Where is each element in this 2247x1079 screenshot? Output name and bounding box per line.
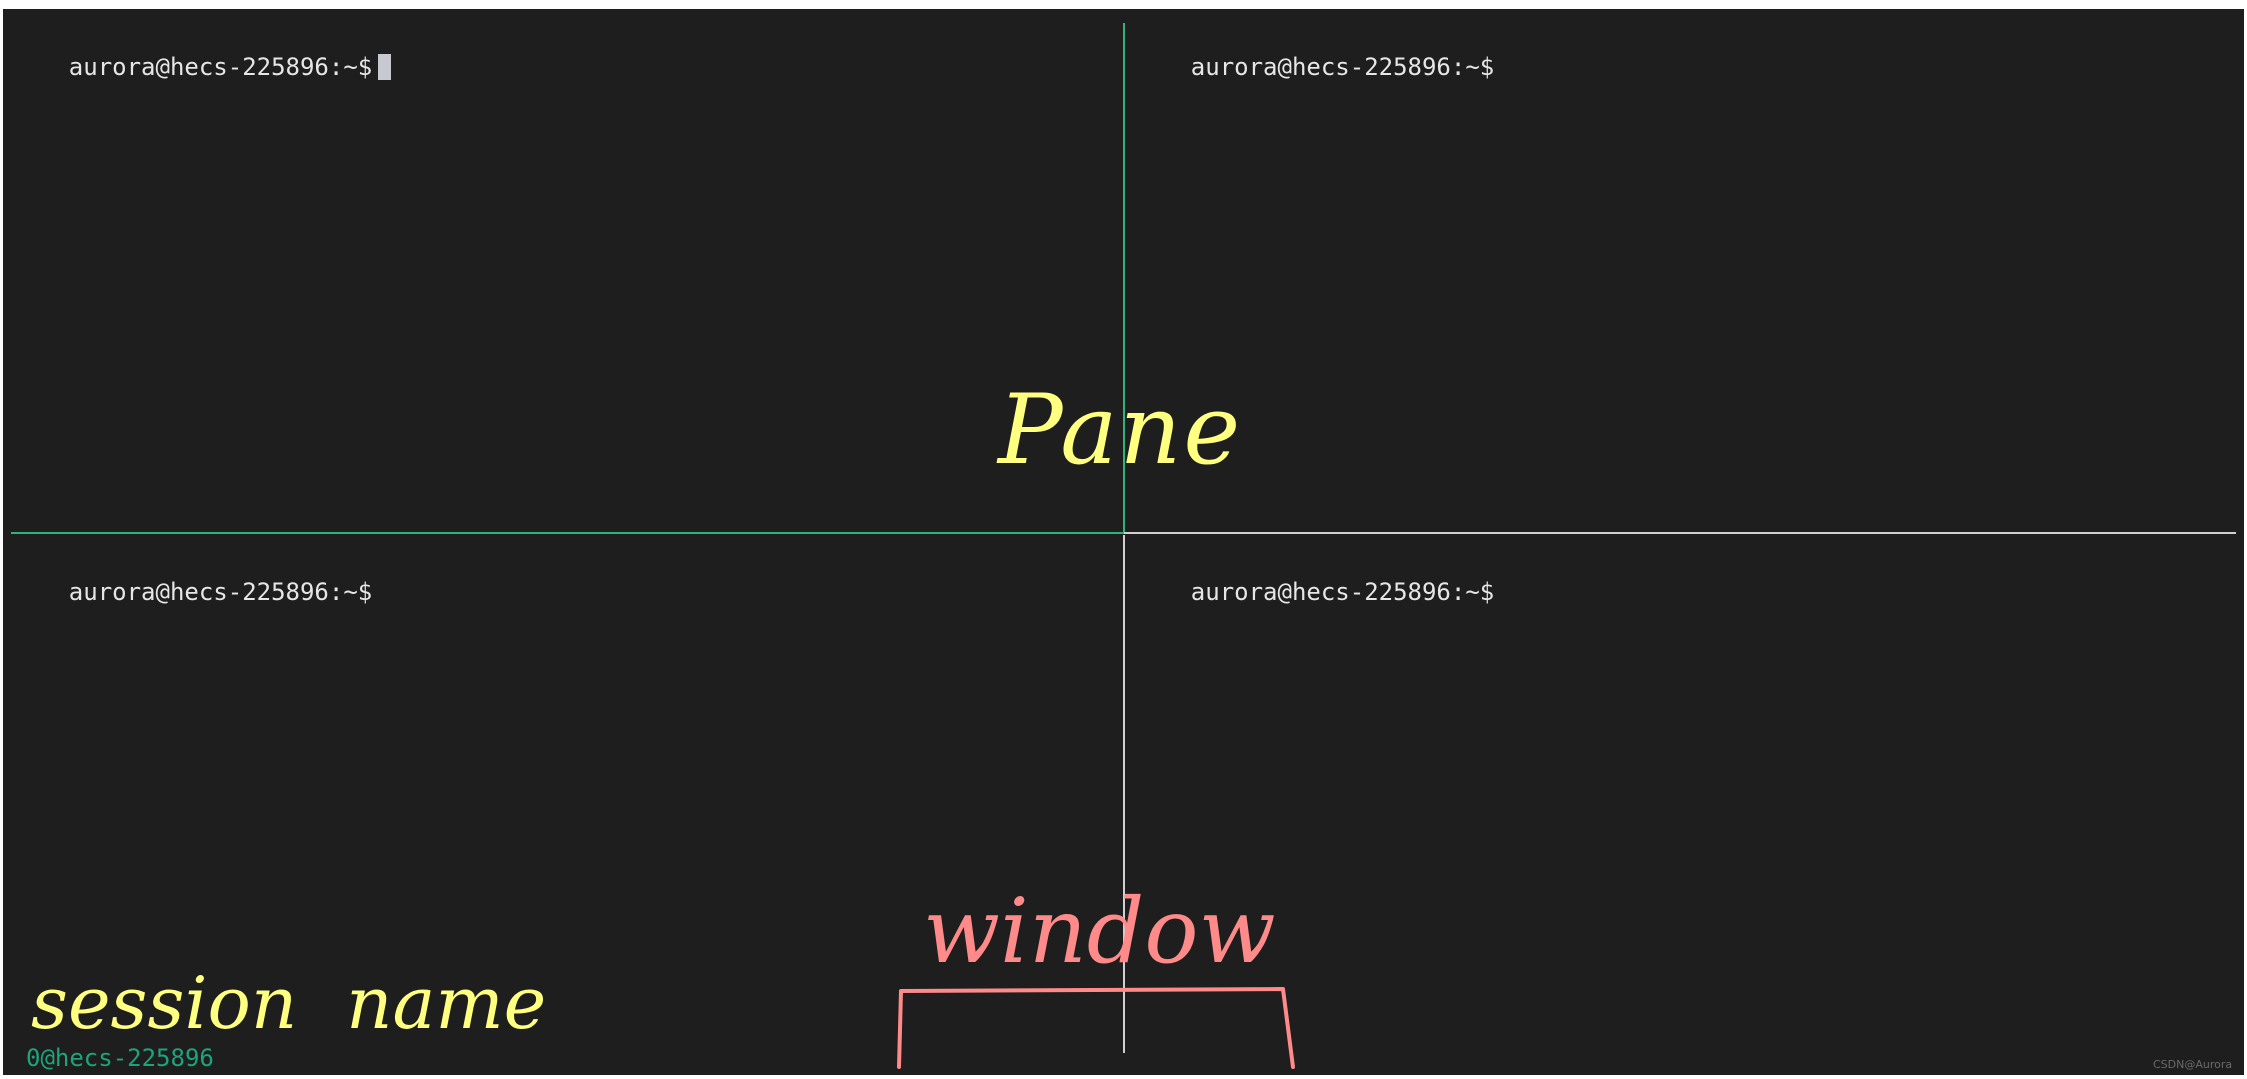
status-window-list: 1:bash 2:bash- 3:bash* xyxy=(929,1043,1319,1075)
shell-prompt: aurora@hecs-225896:~$ xyxy=(68,53,373,81)
pane-bottom-right[interactable]: aurora@hecs-225896:~$ xyxy=(1133,547,1494,637)
session-name-annotation: session name xyxy=(31,961,547,1045)
watermark: CSDN@Aurora xyxy=(2153,1058,2233,1071)
shell-prompt: aurora@hecs-225896:~$ xyxy=(1190,578,1495,606)
window-tab-1[interactable]: 1:bash xyxy=(987,1074,1074,1075)
window-tab-3[interactable]: 3:bash* xyxy=(1218,1074,1319,1075)
status-clock: 21:49:09 Tue 08-01 xyxy=(1963,1043,2244,1075)
pane-divider-horizontal-right[interactable] xyxy=(1124,532,2236,534)
pane-annotation: Pane xyxy=(998,374,1243,486)
pane-top-right[interactable]: aurora@hecs-225896:~$ xyxy=(1133,22,1494,112)
window-tab-2[interactable]: 2:bash- xyxy=(1102,1074,1203,1075)
text-cursor xyxy=(378,54,392,80)
status-time: 21:49:09 xyxy=(2021,1074,2137,1075)
pane-top-left[interactable]: aurora@hecs-225896:~$ xyxy=(11,22,392,112)
shell-prompt: aurora@hecs-225896:~$ xyxy=(68,578,373,606)
pane-divider-vertical-top[interactable] xyxy=(1123,23,1125,533)
tmux-terminal-window: aurora@hecs-225896:~$ aurora@hecs-225896… xyxy=(3,9,2244,1075)
status-session-name: 0@hecs-225896 xyxy=(26,1044,214,1072)
window-bracket-drawing xyxy=(897,987,1295,1069)
pane-divider-vertical-bottom[interactable] xyxy=(1123,535,1125,1053)
pane-bottom-left[interactable]: aurora@hecs-225896:~$ xyxy=(11,547,372,637)
pane-divider-horizontal-left[interactable] xyxy=(11,532,1124,534)
window-annotation: window xyxy=(923,879,1276,984)
shell-prompt: aurora@hecs-225896:~$ xyxy=(1190,53,1495,81)
status-date: Tue 08-01 xyxy=(2151,1074,2244,1075)
